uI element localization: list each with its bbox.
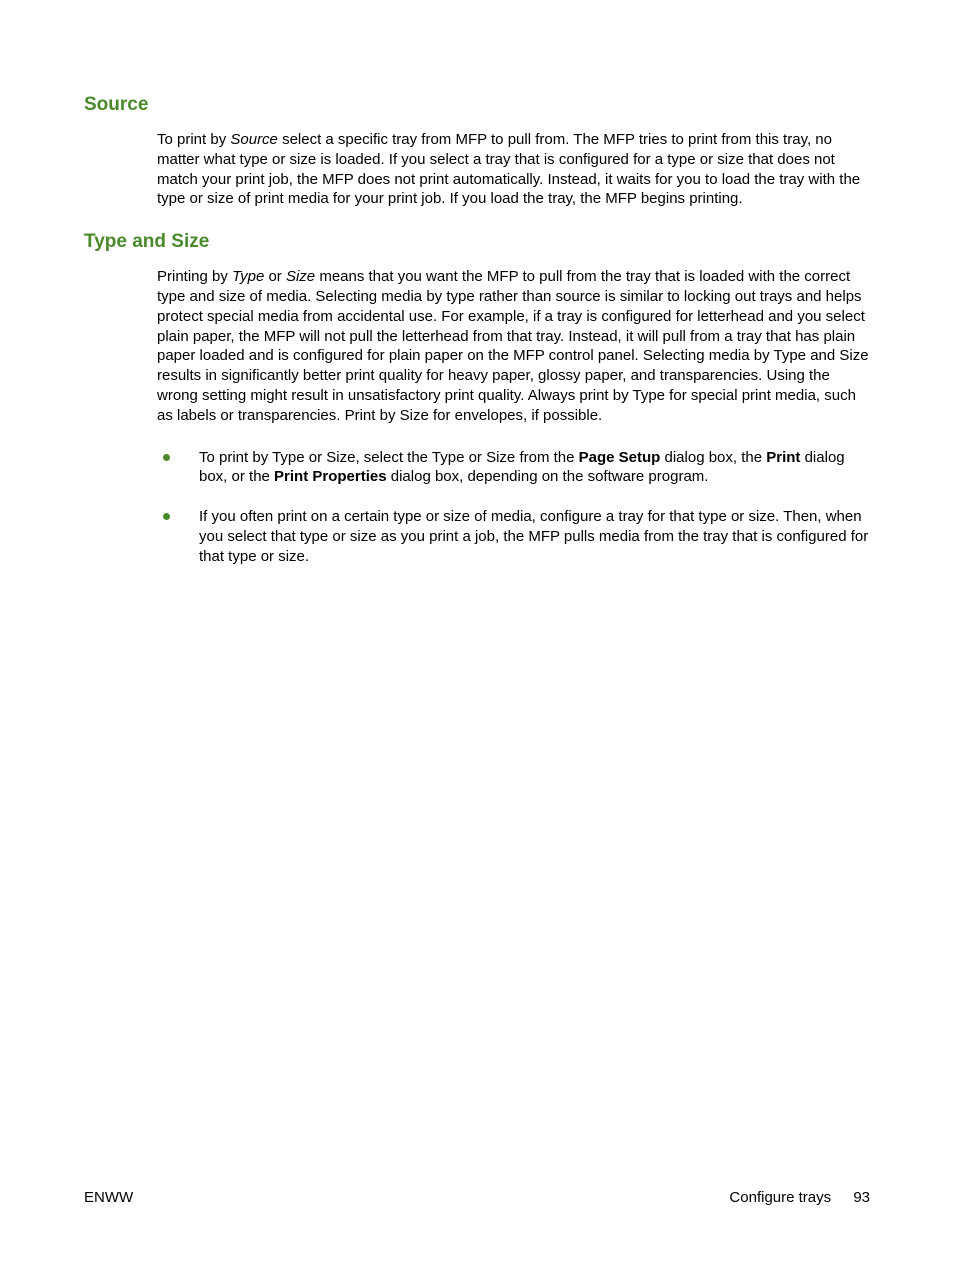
section-heading-type-and-size: Type and Size bbox=[84, 231, 870, 253]
text-run: Source bbox=[230, 131, 278, 148]
section-body-source: To print by Source select a specific tra… bbox=[157, 130, 870, 209]
footer-section-label: Configure trays bbox=[729, 1189, 831, 1206]
text-run: Type bbox=[232, 268, 264, 285]
text-run: Print Properties bbox=[274, 468, 387, 485]
page-footer: ENWW Configure trays 93 bbox=[84, 1189, 870, 1206]
text-run: Printing by bbox=[157, 268, 232, 285]
paragraph: Printing by Type or Size means that you … bbox=[157, 267, 870, 425]
text-run: If you often print on a certain type or … bbox=[199, 508, 868, 565]
list-item: If you often print on a certain type or … bbox=[157, 507, 870, 566]
document-page: Source To print by Source select a speci… bbox=[0, 0, 954, 1270]
section-heading-source: Source bbox=[84, 94, 870, 116]
text-run: Size bbox=[286, 268, 315, 285]
text-run: Print bbox=[766, 449, 800, 466]
footer-right: Configure trays 93 bbox=[729, 1189, 870, 1206]
text-run: means that you want the MFP to pull from… bbox=[157, 268, 869, 424]
footer-page-number: 93 bbox=[853, 1189, 870, 1206]
text-run: Page Setup bbox=[579, 449, 661, 466]
list-item: To print by Type or Size, select the Typ… bbox=[157, 448, 870, 488]
text-run: To print by bbox=[157, 131, 230, 148]
bullet-list: To print by Type or Size, select the Typ… bbox=[157, 448, 870, 567]
text-run: dialog box, the bbox=[660, 449, 766, 466]
text-run: To print by Type or Size, select the Typ… bbox=[199, 449, 579, 466]
footer-left: ENWW bbox=[84, 1189, 133, 1206]
text-run: dialog box, depending on the software pr… bbox=[387, 468, 709, 485]
text-run: or bbox=[264, 268, 286, 285]
section-body-type-and-size: Printing by Type or Size means that you … bbox=[157, 267, 870, 425]
paragraph: To print by Source select a specific tra… bbox=[157, 130, 870, 209]
